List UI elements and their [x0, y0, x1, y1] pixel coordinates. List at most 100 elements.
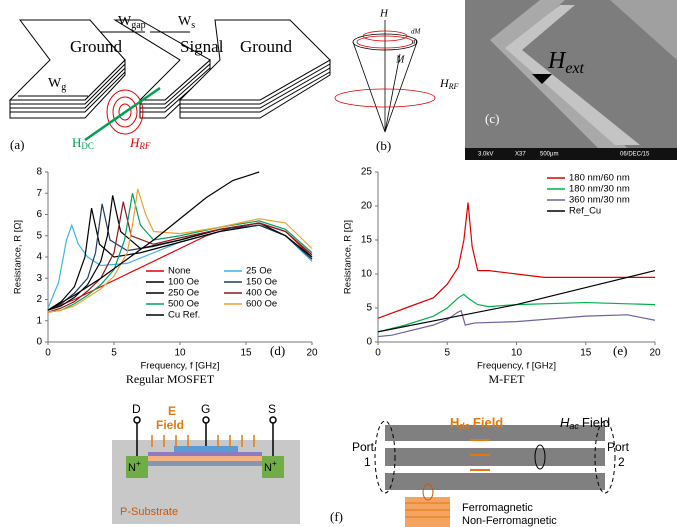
label: H: [379, 8, 389, 20]
label: +: [272, 459, 277, 468]
legend-label: Cu Ref.: [168, 310, 200, 321]
y-axis-label: Resistance, R [Ω]: [343, 220, 354, 294]
panel-label: (f): [330, 509, 343, 524]
label: ac: [569, 421, 579, 431]
label: DC: [81, 141, 94, 151]
label: ext: [565, 60, 584, 77]
y-tick-label: 6: [36, 209, 42, 220]
panel-label: (a): [10, 137, 24, 152]
y-tick-label: 8: [36, 167, 42, 178]
info: 06/DEC/15: [620, 152, 650, 158]
info: 500μm: [540, 152, 558, 158]
x-tick-label: 0: [45, 348, 51, 359]
label: Ground: [240, 37, 292, 56]
legend-label: 400 Oe: [246, 288, 277, 299]
label: N: [128, 462, 136, 474]
legend-label: None: [168, 266, 191, 277]
label: Field: [473, 415, 503, 430]
label: s: [191, 20, 195, 31]
label: gap: [131, 20, 145, 31]
series-line: [378, 271, 655, 332]
legend-label: 250 Oe: [168, 288, 199, 299]
label: E: [168, 404, 176, 418]
port-label: Port: [607, 440, 630, 454]
label: +: [136, 459, 141, 468]
x-axis-label: Frequency, f [GHz]: [140, 361, 219, 372]
label: Field: [156, 418, 184, 432]
y-tick-label: 10: [361, 269, 373, 280]
caption: Regular MOSFET: [126, 372, 215, 386]
legend-label: 180 nm/60 nm: [569, 173, 630, 184]
info: X37: [515, 152, 526, 158]
legend-label: 360 nm/30 nm: [569, 195, 630, 206]
x-tick-label: 20: [649, 348, 661, 359]
legend-label: 150 Oe: [246, 277, 277, 288]
legend-label: 100 Oe: [168, 277, 199, 288]
y-tick-label: 0: [36, 337, 42, 348]
panel-b: [335, 20, 435, 132]
port-label: 1: [364, 455, 371, 469]
legend-label: 500 Oe: [168, 299, 199, 310]
x-tick-label: 0: [375, 348, 381, 359]
label: Ws: [178, 14, 195, 31]
y-tick-label: 2: [36, 294, 42, 305]
legend-label: 600 Oe: [246, 299, 277, 310]
stack-left: [10, 20, 125, 118]
legend-label: 180 nm/30 nm: [569, 184, 630, 195]
label: RF: [448, 82, 459, 91]
label: H: [129, 135, 140, 150]
label: RF: [138, 141, 150, 151]
label: g: [61, 82, 66, 93]
label: P-Substrate: [120, 506, 178, 518]
legend-label: Ref_Cu: [569, 206, 601, 217]
panel-label: (b): [376, 138, 391, 153]
y-tick-label: 0: [366, 337, 372, 348]
terminal-label: S: [268, 402, 276, 416]
x-tick-label: 15: [240, 348, 252, 359]
panel-c: [465, 0, 677, 160]
label: H: [547, 48, 567, 74]
label: Wgap: [118, 14, 146, 31]
port-label: 2: [618, 455, 625, 469]
caption: M-FET: [489, 372, 526, 386]
label: dc: [459, 421, 470, 431]
x-tick-label: 5: [111, 348, 117, 359]
x-tick-label: 10: [174, 348, 186, 359]
label: dt: [412, 38, 419, 46]
x-tick-label: 10: [511, 348, 523, 359]
label: dM: [411, 28, 422, 36]
label: Ground: [70, 37, 122, 56]
series-line: [378, 203, 655, 319]
y-tick-label: 4: [36, 252, 42, 263]
y-tick-label: 25: [361, 167, 373, 178]
label: Ferromagnetic: [462, 502, 533, 514]
y-tick-label: 1: [36, 315, 42, 326]
label: Non-Ferromagnetic: [462, 515, 557, 527]
label: W: [178, 14, 192, 29]
series-line: [378, 294, 655, 331]
label: HRF: [439, 76, 459, 91]
terminal-label: D: [132, 402, 141, 416]
info: 3.0kV: [478, 152, 493, 158]
label: HRF: [129, 135, 151, 151]
label: M: [395, 54, 405, 65]
y-axis-label: Resistance, R [Ω]: [13, 220, 24, 294]
label: H: [72, 135, 81, 150]
label: N: [264, 462, 272, 474]
label: W: [48, 76, 62, 91]
label: Signal: [180, 37, 224, 56]
x-tick-label: 15: [580, 348, 592, 359]
label: H: [450, 415, 459, 430]
x-tick-label: 5: [444, 348, 450, 359]
x-axis-label: Frequency, f [GHz]: [477, 361, 556, 372]
series-line: [48, 172, 259, 310]
panel-label: (e): [613, 343, 627, 358]
port-label: Port: [352, 440, 375, 454]
legend-label: 25 Oe: [246, 266, 272, 277]
y-tick-label: 15: [361, 235, 373, 246]
y-tick-label: 7: [36, 188, 42, 199]
y-tick-label: 5: [36, 230, 42, 241]
label: Field: [582, 415, 610, 430]
panel-label: (c): [485, 111, 499, 126]
